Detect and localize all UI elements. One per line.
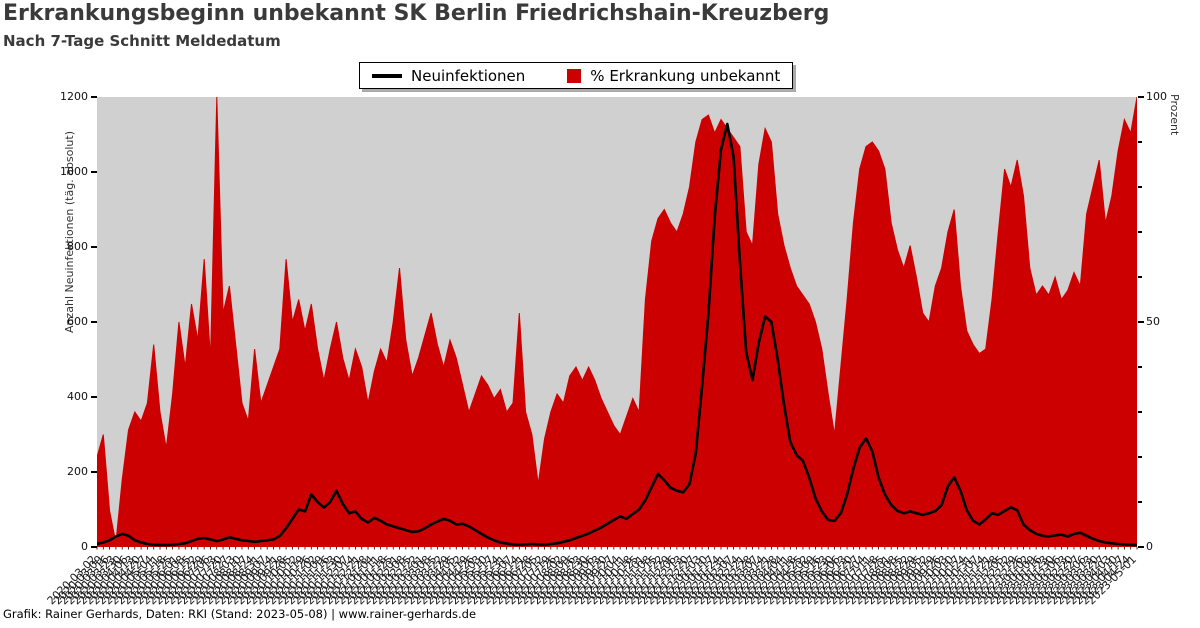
legend-item-neuinfektionen: Neuinfektionen: [372, 67, 525, 85]
left-tick-mark: [91, 471, 97, 473]
right-minor-tick-mark: [1138, 276, 1142, 278]
line-swatch-icon: [372, 73, 402, 78]
left-tick-mark: [91, 546, 97, 548]
left-tick-label: 600: [67, 315, 88, 328]
left-tick-label: 200: [67, 465, 88, 478]
right-minor-tick-mark: [1138, 141, 1142, 143]
left-tick-mark: [91, 171, 97, 173]
legend-item-erkrankung-unbekannt: % Erkrankung unbekannt: [567, 67, 780, 85]
left-tick-label: 0: [81, 540, 88, 553]
right-tick-label: 50: [1146, 315, 1160, 328]
right-minor-tick-mark: [1138, 186, 1142, 188]
legend: Neuinfektionen % Erkrankung unbekannt: [359, 62, 794, 89]
left-tick-mark: [91, 321, 97, 323]
left-tick-label: 400: [67, 390, 88, 403]
legend-label-neuinfektionen: Neuinfektionen: [411, 66, 526, 85]
footer-credit: Grafik: Rainer Gerhards, Daten: RKI (Sta…: [3, 607, 477, 621]
right-tick-mark: [1138, 546, 1144, 548]
right-minor-tick-mark: [1138, 411, 1142, 413]
right-minor-tick-mark: [1138, 456, 1142, 458]
chart-title: Erkrankungsbeginn unbekannt SK Berlin Fr…: [3, 1, 830, 26]
right-tick-mark: [1138, 96, 1144, 98]
left-tick-mark: [91, 246, 97, 248]
series-plot: [97, 97, 1137, 547]
left-tick-label: 800: [67, 240, 88, 253]
square-swatch-icon: [567, 68, 582, 83]
x-axis-labels: 2020-03-022020-03-092020-03-162020-03-23…: [45, 547, 1139, 607]
left-axis-title: Anzahl Neuinfektionen (täg. absolut): [63, 131, 76, 333]
left-tick-mark: [91, 96, 97, 98]
percent-unknown-area-series: [97, 97, 1137, 547]
right-minor-tick-mark: [1138, 366, 1142, 368]
legend-label-erkrankung-unbekannt: % Erkrankung unbekannt: [590, 66, 781, 85]
right-axis-title: Prozent: [1168, 94, 1181, 136]
left-tick-label: 1000: [60, 165, 88, 178]
chart-subtitle: Nach 7-Tage Schnitt Meldedatum: [3, 32, 281, 50]
right-minor-tick-mark: [1138, 501, 1142, 503]
left-tick-mark: [91, 396, 97, 398]
neuinfektionen-line-series: [97, 122, 1137, 547]
right-tick-label: 100: [1146, 90, 1167, 103]
right-tick-label: 0: [1146, 540, 1153, 553]
plot-area: [97, 97, 1137, 547]
right-tick-mark: [1138, 321, 1144, 323]
right-minor-tick-mark: [1138, 231, 1142, 233]
left-tick-label: 1200: [60, 90, 88, 103]
